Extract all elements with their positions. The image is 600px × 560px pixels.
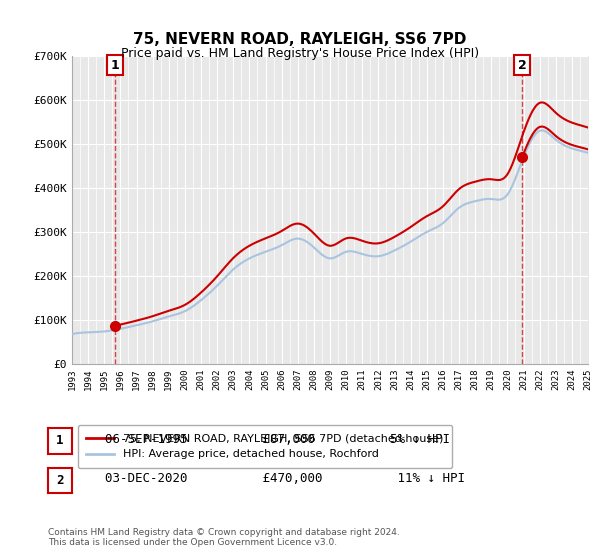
Text: 1: 1 — [56, 435, 64, 447]
Legend: 75, NEVERN ROAD, RAYLEIGH, SS6 7PD (detached house), HPI: Average price, detache: 75, NEVERN ROAD, RAYLEIGH, SS6 7PD (deta… — [77, 425, 452, 468]
Text: 2: 2 — [518, 59, 527, 72]
Text: Price paid vs. HM Land Registry's House Price Index (HPI): Price paid vs. HM Land Registry's House … — [121, 46, 479, 60]
Text: 03-DEC-2020          £470,000          11% ↓ HPI: 03-DEC-2020 £470,000 11% ↓ HPI — [90, 472, 465, 486]
Text: 2: 2 — [56, 474, 64, 487]
Text: 06-SEP-1995          £87,000          5% ↓ HPI: 06-SEP-1995 £87,000 5% ↓ HPI — [90, 433, 450, 446]
Text: 75, NEVERN ROAD, RAYLEIGH, SS6 7PD: 75, NEVERN ROAD, RAYLEIGH, SS6 7PD — [133, 32, 467, 46]
Text: 1: 1 — [111, 59, 119, 72]
Text: Contains HM Land Registry data © Crown copyright and database right 2024.
This d: Contains HM Land Registry data © Crown c… — [48, 528, 400, 547]
